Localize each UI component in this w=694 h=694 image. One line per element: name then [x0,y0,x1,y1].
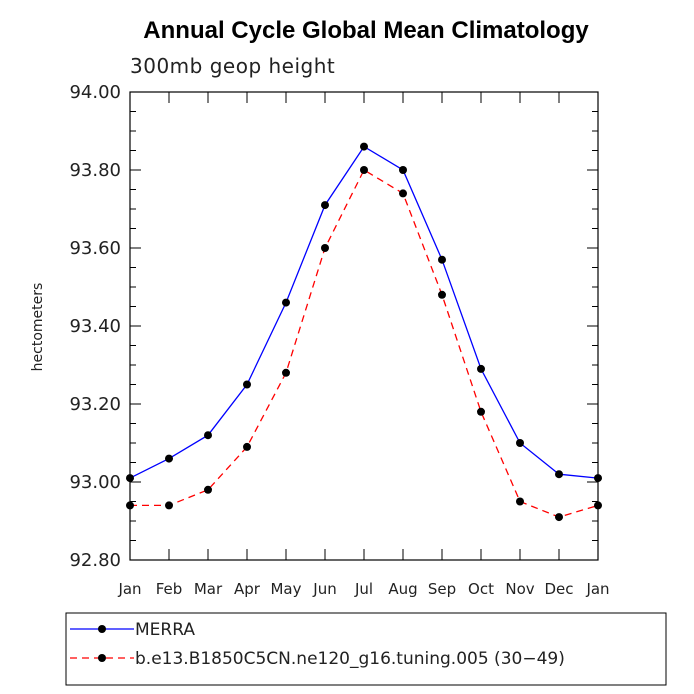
data-point-0 [360,142,368,151]
x-tick-label: Jan [117,580,141,598]
data-point-0 [165,454,173,463]
chart-title: Annual Cycle Global Mean Climatology [143,17,589,44]
data-point-1 [204,485,212,494]
x-tick-label: Oct [468,580,494,598]
x-tick-label: Sep [428,580,456,598]
data-point-1 [165,501,173,510]
data-point-0 [321,201,329,210]
x-tick-label: Aug [388,580,417,598]
y-tick-label: 93.20 [69,394,121,415]
x-tick-label: Apr [234,580,261,598]
plot-frame [129,91,599,561]
data-point-1 [555,513,563,522]
data-point-0 [477,364,485,373]
data-series [126,142,602,522]
y-axis-label: hectometers [30,283,46,372]
x-tick-label: Dec [544,580,573,598]
data-point-1 [321,244,329,252]
x-tick-label: Feb [156,580,183,598]
data-point-0 [594,474,602,483]
legend-box [65,612,667,686]
series-line-1 [130,169,599,518]
data-point-1 [243,442,251,451]
legend-label-model: b.e13.B1850C5CN.ne120_g16.tuning.005 (30… [135,649,565,669]
data-point-1 [594,501,602,510]
data-point-1 [516,497,524,506]
data-point-0 [399,166,407,174]
x-tick-label: Mar [194,580,223,598]
legend-label-merra: MERRA [135,620,195,640]
axis-ticks [129,91,599,561]
y-tick-label: 93.00 [69,472,121,493]
chart-subtitle: 300mb geop height [130,54,335,78]
data-point-0 [126,474,134,483]
data-point-1 [438,290,446,299]
data-point-0 [438,255,446,264]
x-tick-label: Jul [354,580,373,598]
x-tick-label: Jun [312,580,336,598]
y-tick-label: 94.00 [69,82,121,103]
legend: MERRA b.e13.B1850C5CN.ne120_g16.tuning.0… [65,612,667,686]
data-point-1 [126,501,134,510]
y-tick-labels: 92.80 93.00 93.20 93.40 93.60 93.80 94.00 [69,82,121,571]
x-tick-label: May [270,580,301,598]
data-point-1 [477,407,485,416]
series-line-0 [129,145,599,479]
data-point-0 [204,431,212,440]
legend-marker-merra [98,625,106,633]
data-point-0 [555,470,563,479]
x-tick-labels: Jan Feb Mar Apr May Jun Jul Aug Sep Oct Nov Dec Jan [117,580,609,598]
data-point-1 [360,166,368,174]
legend-marker-model [98,654,106,662]
y-tick-label: 93.60 [69,238,121,259]
data-point-1 [282,368,290,377]
data-point-1 [399,189,407,198]
data-point-0 [243,380,251,389]
y-tick-label: 93.40 [69,316,121,337]
data-point-0 [516,439,524,447]
y-tick-label: 92.80 [69,550,121,571]
y-tick-label: 93.80 [69,160,121,181]
x-tick-label: Nov [505,580,534,598]
data-point-0 [282,298,290,307]
x-tick-label: Jan [585,580,609,598]
